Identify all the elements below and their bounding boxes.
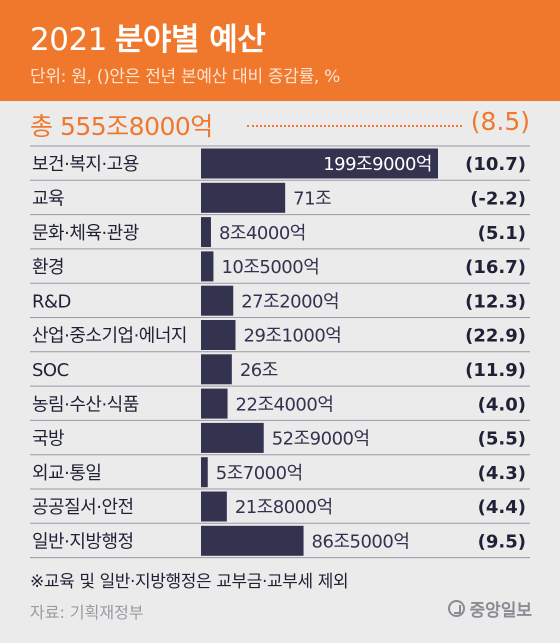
bar-9 <box>201 457 208 488</box>
value-label: 22조4000억 <box>236 394 334 415</box>
bar-7 <box>201 388 228 419</box>
change-label: (22.9) <box>465 326 526 347</box>
joongang-logo-icon <box>448 600 466 617</box>
title-year: 2021 <box>30 22 107 58</box>
value-label: 21조8000억 <box>235 497 333 518</box>
value-label: 86조5000억 <box>312 531 410 552</box>
category-label: 외교·통일 <box>32 463 101 484</box>
category-label: 교육 <box>32 188 64 209</box>
bar-4 <box>201 285 234 316</box>
bar-11 <box>201 525 304 556</box>
chart-subtitle: 단위: 원, ()안은 전년 본예산 대비 증감률, % <box>30 67 340 87</box>
category-label: 환경 <box>32 257 64 278</box>
change-label: (10.7) <box>465 154 526 175</box>
value-label: 5조7000억 <box>216 463 303 484</box>
value-label: 71조 <box>293 188 331 209</box>
change-label: (-2.2) <box>470 188 526 209</box>
footnote: ※교육 및 일반·지방행정은 교부금·교부세 제외 <box>30 572 349 592</box>
total-row: 총 555조8000억 (8.5) <box>0 101 560 147</box>
category-label: 공공질서·안전 <box>32 497 134 518</box>
category-label: R&D <box>32 291 71 312</box>
publisher-logo: 중앙일보 <box>448 596 532 621</box>
title-text: 분야별 예산 <box>114 22 266 58</box>
bar-5 <box>201 320 236 350</box>
category-label: SOC <box>32 360 69 381</box>
change-label: (16.7) <box>465 257 526 278</box>
change-label: (4.3) <box>478 463 526 484</box>
value-label: 8조4000억 <box>219 223 306 244</box>
change-label: (4.4) <box>478 497 526 518</box>
total-leader-line <box>247 125 462 127</box>
change-label: (11.9) <box>465 360 526 381</box>
value-label: 26조 <box>240 360 278 381</box>
bar-6 <box>201 354 232 385</box>
category-label: 일반·지방행정 <box>32 531 134 552</box>
bar-2 <box>201 217 211 248</box>
category-label: 보건·복지·고용 <box>32 154 139 175</box>
bar-3 <box>201 251 214 282</box>
category-label: 산업·중소기업·에너지 <box>32 326 187 347</box>
header: 2021 분야별 예산 단위: 원, ()안은 전년 본예산 대비 증감률, % <box>0 0 560 101</box>
value-label: 10조5000억 <box>221 257 319 278</box>
bar-10 <box>201 491 227 522</box>
category-label: 농림·수산·식품 <box>32 394 139 415</box>
total-change: (8.5) <box>470 107 530 136</box>
category-label: 문화·체육·관광 <box>32 223 139 244</box>
value-label: 27조2000억 <box>241 291 339 312</box>
change-label: (4.0) <box>478 394 526 415</box>
chart-title: 2021 분야별 예산 <box>30 20 266 60</box>
logo-text: 중앙일보 <box>469 601 532 621</box>
value-label: 52조9000억 <box>272 429 370 450</box>
bar-0 <box>201 148 438 179</box>
change-label: (5.5) <box>478 429 526 450</box>
bar-1 <box>201 182 286 213</box>
change-label: (12.3) <box>465 291 526 312</box>
total-label: 총 555조8000억 <box>30 112 213 141</box>
source-text: 자료: 기획재정부 <box>30 603 144 622</box>
change-label: (5.1) <box>478 223 526 244</box>
bar-8 <box>201 422 264 453</box>
value-label: 199조9000억 <box>323 154 432 175</box>
change-label: (9.5) <box>478 531 526 552</box>
category-label: 국방 <box>32 429 64 450</box>
value-label: 29조1000억 <box>244 326 342 347</box>
